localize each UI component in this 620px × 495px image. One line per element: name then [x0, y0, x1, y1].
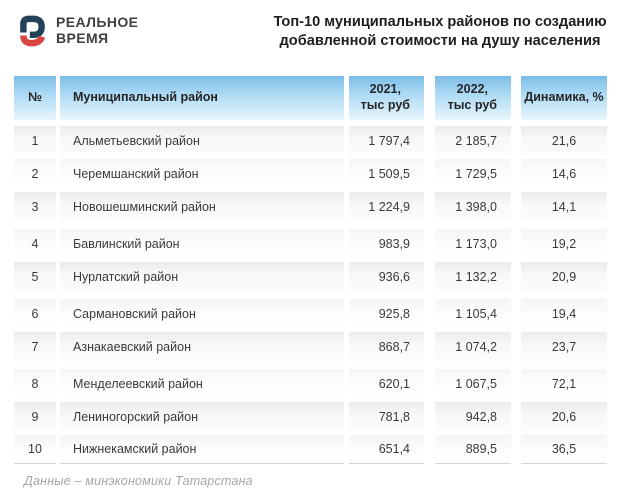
table-row: 4 Бавлинский район 983,9 1 173,0 19,2: [14, 229, 607, 258]
dynamics-cell: 19,2: [521, 229, 607, 258]
dynamics-cell: 36,5: [521, 435, 607, 464]
rank-cell: 4: [14, 229, 56, 258]
table-row: 2 Черемшанский район 1 509,5 1 729,5 14,…: [14, 159, 607, 188]
value-2021-cell: 983,9: [349, 229, 424, 258]
value-2021-cell: 620,1: [349, 369, 424, 398]
value-2022-cell: 2 185,7: [435, 126, 511, 155]
district-cell: Альметьевский район: [60, 126, 344, 155]
district-cell: Бавлинский район: [60, 229, 344, 258]
value-2021-cell: 1 509,5: [349, 159, 424, 188]
value-2021-cell: 1 224,9: [349, 192, 424, 221]
brand-name: РЕАЛЬНОЕ ВРЕМЯ: [56, 15, 138, 46]
rank-cell: 7: [14, 332, 56, 361]
value-2022-cell: 1 105,4: [435, 299, 511, 328]
brand-name-line2: ВРЕМЯ: [56, 30, 109, 46]
dynamics-cell: 19,4: [521, 299, 607, 328]
district-cell: Менделеевский район: [60, 369, 344, 398]
table-row: 9 Лениногорский район 781,8 942,8 20,6: [14, 402, 607, 431]
header-cell-rank: №: [14, 76, 56, 120]
rank-cell: 6: [14, 299, 56, 328]
value-2022-cell: 1 729,5: [435, 159, 511, 188]
value-2022-cell: 942,8: [435, 402, 511, 431]
rank-cell: 8: [14, 369, 56, 398]
masthead: РЕАЛЬНОЕ ВРЕМЯ Топ-10 муниципальных райо…: [0, 0, 620, 64]
header-cell-dynamics: Динамика, %: [521, 76, 607, 120]
value-2022-cell: 889,5: [435, 435, 511, 464]
rank-cell: 10: [14, 435, 56, 464]
value-2021-cell: 1 797,4: [349, 126, 424, 155]
brand-logo-icon: [20, 15, 46, 47]
brand-logo: РЕАЛЬНОЕ ВРЕМЯ: [16, 12, 138, 50]
district-cell: Нурлатский район: [60, 262, 344, 291]
value-2022-cell: 1 074,2: [435, 332, 511, 361]
value-2022-cell: 1 132,2: [435, 262, 511, 291]
value-2022-cell: 1 067,5: [435, 369, 511, 398]
header-cell-district: Муниципальный район: [60, 76, 344, 120]
value-2021-cell: 868,7: [349, 332, 424, 361]
district-cell: Азнакаевский район: [60, 332, 344, 361]
value-2021-cell: 936,6: [349, 262, 424, 291]
table-body: 1 Альметьевский район 1 797,4 2 185,7 21…: [14, 126, 607, 464]
table-row: 1 Альметьевский район 1 797,4 2 185,7 21…: [14, 126, 607, 155]
table-row: 5 Нурлатский район 936,6 1 132,2 20,9: [14, 262, 607, 291]
dynamics-cell: 23,7: [521, 332, 607, 361]
table-row: 10 Нижнекамский район 651,4 889,5 36,5: [14, 435, 607, 464]
value-2021-cell: 781,8: [349, 402, 424, 431]
rank-cell: 9: [14, 402, 56, 431]
district-cell: Сармановский район: [60, 299, 344, 328]
header-cell-2022: 2022, тыс руб: [435, 76, 511, 120]
district-cell: Новошешминский район: [60, 192, 344, 221]
rank-cell: 3: [14, 192, 56, 221]
table-row: 3 Новошешминский район 1 224,9 1 398,0 1…: [14, 192, 607, 221]
district-cell: Черемшанский район: [60, 159, 344, 188]
dynamics-cell: 72,1: [521, 369, 607, 398]
rank-cell: 5: [14, 262, 56, 291]
dynamics-cell: 21,6: [521, 126, 607, 155]
district-cell: Лениногорский район: [60, 402, 344, 431]
table-header-row: № Муниципальный район 2021, тыс руб 2022…: [14, 76, 607, 120]
value-2022-cell: 1 173,0: [435, 229, 511, 258]
value-2021-cell: 925,8: [349, 299, 424, 328]
value-2021-cell: 651,4: [349, 435, 424, 464]
table-row: 7 Азнакаевский район 868,7 1 074,2 23,7: [14, 332, 607, 361]
value-2022-cell: 1 398,0: [435, 192, 511, 221]
brand-name-line1: РЕАЛЬНОЕ: [56, 14, 139, 31]
dynamics-cell: 20,9: [521, 262, 607, 291]
header-cell-2021: 2021, тыс руб: [349, 76, 424, 120]
dynamics-cell: 14,1: [521, 192, 607, 221]
table-row: 8 Менделеевский район 620,1 1 067,5 72,1: [14, 369, 607, 398]
page-title: Топ-10 муниципальных районов по созданию…: [273, 14, 607, 50]
table-row: 6 Сармановский район 925,8 1 105,4 19,4: [14, 299, 607, 328]
source-note: Данные – минэкономики Татарстана: [24, 474, 253, 488]
dynamics-cell: 20,6: [521, 402, 607, 431]
rank-cell: 2: [14, 159, 56, 188]
data-table: № Муниципальный район 2021, тыс руб 2022…: [14, 76, 607, 464]
district-cell: Нижнекамский район: [60, 435, 344, 464]
rank-cell: 1: [14, 126, 56, 155]
dynamics-cell: 14,6: [521, 159, 607, 188]
